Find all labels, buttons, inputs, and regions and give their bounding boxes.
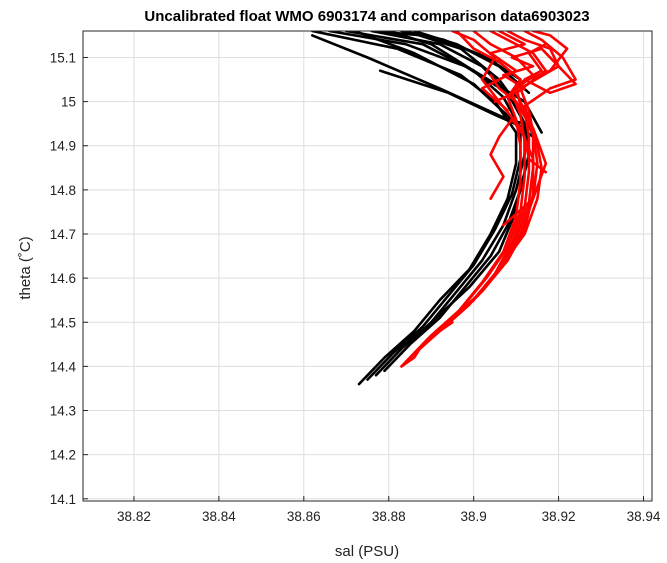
x-tick-label: 38.9 (461, 509, 487, 524)
x-tick-label: 38.88 (372, 509, 406, 524)
comparison-profile-line (480, 31, 526, 112)
x-tick-label: 38.82 (117, 509, 151, 524)
y-tick-label: 15.1 (50, 50, 76, 65)
y-tick-label: 14.5 (50, 315, 76, 330)
float-profile-line (310, 31, 518, 386)
y-tick-label: 14.4 (50, 359, 77, 374)
comparison-profile-line (502, 31, 569, 227)
y-tick-label: 14.8 (50, 183, 76, 198)
float-profile-line (370, 31, 501, 64)
y-tick-label: 14.3 (50, 404, 76, 419)
x-tick-label: 38.86 (287, 509, 321, 524)
x-tick-labels: 38.82 38.84 38.86 38.88 38.9 38.92 38.94 (117, 509, 661, 524)
comparison-profile-line (489, 73, 543, 271)
axes-box (82, 30, 653, 502)
y-axis-label: theta (˚C) (17, 236, 34, 299)
y-tick-labels: 14.1 14.2 14.3 14.4 14.5 14.6 14.7 14.8 14.9 15 15… (50, 50, 77, 506)
tick-marks (83, 56, 645, 501)
chart-title: Uncalibrated float WMO 6903174 and compa… (144, 8, 589, 25)
comparison-profile-line (489, 118, 548, 200)
comparison-profile-line (400, 31, 522, 368)
y-tick-label: 14.9 (50, 139, 76, 154)
x-tick-label: 38.84 (202, 509, 236, 524)
comparison-profile-line (493, 42, 577, 103)
grid (83, 31, 652, 501)
y-tick-label: 14.1 (50, 492, 76, 507)
y-tick-label: 14.7 (50, 227, 76, 242)
x-tick-label: 38.92 (542, 509, 576, 524)
plot-area (310, 31, 577, 386)
float-profiles-series (310, 31, 543, 386)
comparison-profile-line (400, 320, 454, 368)
x-axis-label: sal (PSU) (335, 543, 399, 560)
y-tick-label: 15 (61, 95, 76, 110)
y-tick-label: 14.2 (50, 448, 76, 463)
comparison-profiles-series (400, 31, 577, 368)
y-tick-label: 14.6 (50, 271, 76, 286)
x-tick-label: 38.94 (627, 509, 661, 524)
